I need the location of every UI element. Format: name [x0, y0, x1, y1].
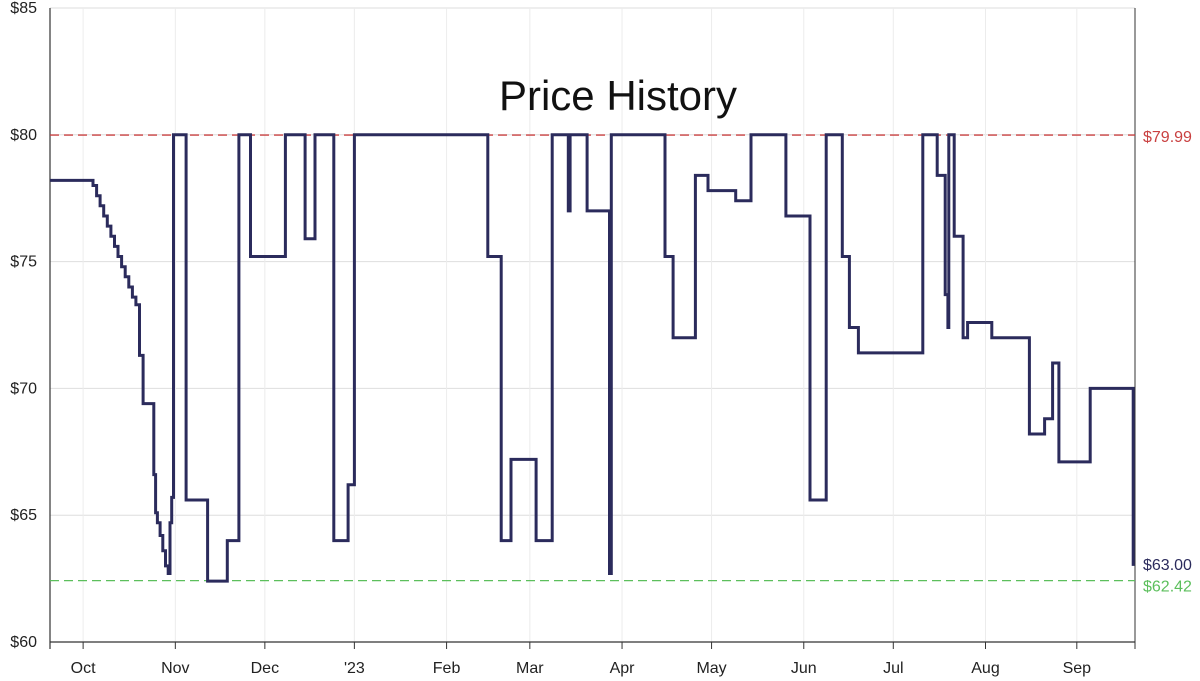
chart-title: Price History — [499, 72, 737, 119]
x-tick-label: Dec — [251, 660, 279, 677]
y-tick-label: $80 — [10, 127, 37, 144]
x-tick-label: Jul — [883, 660, 903, 677]
axes — [49, 8, 1136, 649]
x-axis-ticks: Oct Nov Dec '23 Feb Mar Apr May Jun Jul Aug Sep — [71, 642, 1091, 677]
x-tick-label: Mar — [516, 660, 544, 677]
current-price-label: $63.00 — [1143, 557, 1192, 574]
y-tick-label: $70 — [10, 380, 37, 397]
y-tick-label: $65 — [10, 507, 37, 524]
reference-lines: $79.99 $62.42 $63.00 — [50, 129, 1192, 596]
y-tick-label: $60 — [10, 634, 37, 651]
y-tick-label: $85 — [10, 0, 37, 17]
x-tick-label: Sep — [1063, 660, 1092, 677]
gridlines — [50, 7, 1135, 643]
price-series — [50, 133, 1135, 583]
x-tick-label: Nov — [161, 660, 189, 677]
y-tick-label: $75 — [10, 254, 37, 271]
x-tick-label: Aug — [971, 660, 999, 677]
x-tick-label: May — [696, 660, 726, 677]
x-tick-label: Apr — [610, 660, 636, 677]
x-tick-label: Feb — [433, 660, 461, 677]
x-tick-label: Jun — [791, 660, 817, 677]
lowest-price-label: $62.42 — [1143, 579, 1192, 596]
y-axis-ticks: $60 $65 $70 $75 $80 $85 — [10, 0, 37, 651]
x-tick-label: '23 — [344, 660, 365, 677]
price-series-line — [50, 133, 1135, 583]
x-tick-label: Oct — [71, 660, 96, 677]
highest-price-label: $79.99 — [1143, 129, 1192, 146]
